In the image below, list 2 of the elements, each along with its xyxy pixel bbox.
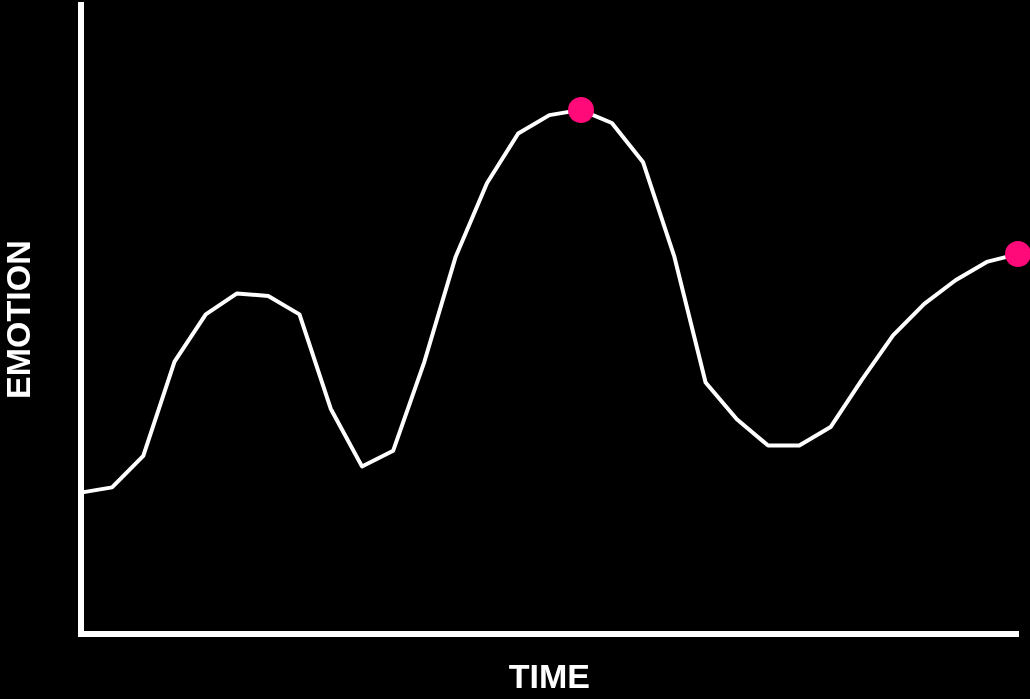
x-axis-title: TIME — [508, 656, 591, 695]
y-axis-title: EMOTION — [0, 240, 37, 399]
